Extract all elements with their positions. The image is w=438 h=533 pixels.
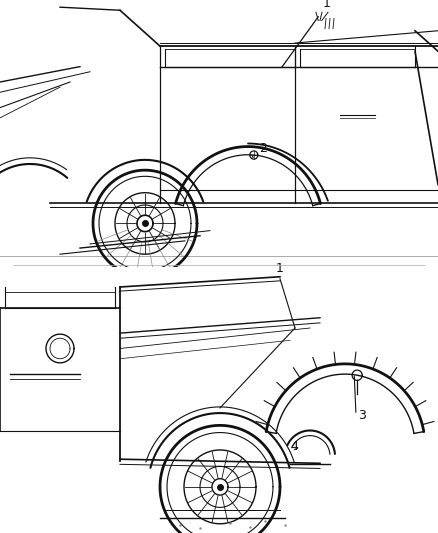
Text: 1: 1 xyxy=(323,0,331,10)
Text: 1: 1 xyxy=(276,262,284,274)
Text: 2: 2 xyxy=(259,142,267,155)
Text: 3: 3 xyxy=(358,409,366,422)
Text: 4: 4 xyxy=(290,440,298,454)
